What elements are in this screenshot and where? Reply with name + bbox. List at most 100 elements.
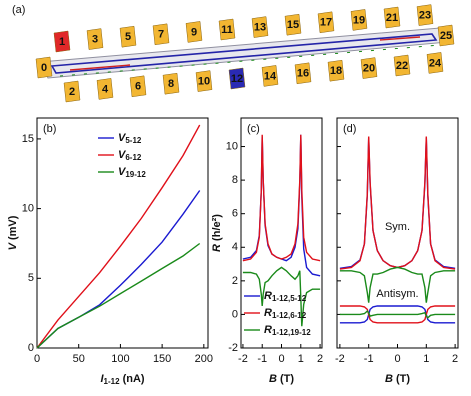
arrow (379, 36, 421, 41)
contact-label: 5 (125, 31, 131, 43)
y-tick-label: 0 (28, 342, 34, 354)
contact-label: 4 (102, 83, 109, 95)
symbol: B (385, 373, 393, 385)
contact: 24 (426, 52, 444, 74)
symbol: I (100, 373, 104, 385)
y-tick-label: -2 (228, 342, 238, 354)
contact-pad (86, 28, 104, 50)
line-series (339, 136, 456, 270)
unit: (T) (393, 373, 410, 385)
contact-pad (119, 25, 137, 48)
contact-pad (185, 21, 203, 43)
contact-pad (350, 9, 368, 31)
symbol: R (211, 244, 223, 252)
line-series (339, 305, 456, 324)
line-series (339, 266, 456, 303)
x-tick-label: 0 (278, 353, 284, 365)
arrow (69, 64, 131, 71)
x-axis-label: B (T) (269, 373, 294, 385)
contact: 1 (53, 30, 71, 53)
line-series (339, 138, 456, 269)
contact: 9 (185, 21, 203, 43)
x-tick-label: -2 (335, 353, 345, 365)
contact-pad (317, 11, 335, 34)
line-series (36, 124, 201, 349)
y-tick-label: 8 (232, 174, 238, 186)
contact: 2 (63, 80, 81, 103)
y-tick-label: 2 (232, 275, 238, 287)
contact-label: 11 (221, 24, 233, 36)
contact-pad (327, 59, 345, 82)
legend-label: R1-12,6-12 (264, 307, 307, 320)
contact-label: 24 (429, 57, 442, 69)
x-tick-label: 0 (394, 353, 400, 365)
symbol: V (118, 166, 127, 178)
contact-pad (294, 62, 312, 85)
contact-label: 1 (59, 36, 65, 48)
contact: 15 (284, 13, 302, 36)
x-axis-label: B (T) (385, 373, 410, 385)
contact-label: 25 (440, 30, 452, 42)
x-tick-label: -2 (238, 353, 248, 365)
contact: 16 (294, 62, 312, 85)
subscript: 5-12 (125, 136, 142, 145)
contact-label: 22 (396, 60, 408, 72)
contact-pad (195, 70, 213, 92)
line-series (242, 266, 321, 327)
contact-pad (129, 75, 147, 98)
legend-label: R1-12,5-12 (264, 290, 307, 303)
contact-label: 21 (386, 12, 398, 24)
contact: 23 (416, 4, 434, 26)
contact: 10 (195, 70, 213, 92)
contact: 22 (393, 54, 411, 77)
x-tick-label: 2 (452, 353, 458, 365)
contact-label: 12 (231, 73, 243, 85)
contact: 11 (218, 18, 236, 41)
line-series (36, 190, 201, 349)
subscript: 1-12,5-12 (272, 294, 307, 303)
contact-pad (63, 80, 81, 103)
y-tick-label: 5 (28, 272, 34, 284)
contact: 3 (86, 28, 104, 50)
contact-pad (383, 6, 401, 29)
current-path (50, 33, 438, 74)
contact-pad (416, 4, 434, 26)
x-tick-label: 50 (73, 353, 85, 365)
contact: 12 (228, 67, 246, 90)
y-tick-label: 10 (226, 140, 238, 152)
x-tick-label: 150 (153, 353, 171, 365)
contact-label: 14 (264, 70, 277, 82)
contact-pad (218, 18, 236, 41)
x-tick-label: 200 (195, 353, 213, 365)
contact-pad (228, 67, 246, 90)
contact-label: 2 (69, 86, 75, 98)
legend-label: R1-12,19-12 (264, 324, 311, 337)
x-tick-label: 0 (34, 353, 40, 365)
contact-label: 10 (198, 76, 210, 88)
contact: 20 (360, 57, 378, 79)
panel-label: (b) (43, 123, 56, 135)
y-axis-label: V (mV) (7, 215, 19, 250)
unit: (T) (277, 373, 294, 385)
subscript: 19-12 (125, 170, 146, 179)
legend-label: V5-12 (118, 132, 142, 145)
contact: 7 (152, 23, 170, 46)
contact: 21 (383, 6, 401, 29)
contact-label: 6 (135, 81, 141, 93)
contact-pad (284, 13, 302, 36)
contact-label: 15 (287, 19, 299, 31)
contact: 0 (35, 56, 53, 79)
x-axis-label: I1-12 (nA) (100, 373, 144, 386)
symbol: B (269, 373, 277, 385)
plot-frame (36, 117, 209, 349)
x-tick-label: 1 (298, 353, 304, 365)
unit: (h/e²) (211, 214, 223, 244)
contact: 14 (261, 65, 279, 87)
x-tick-label: -1 (364, 353, 374, 365)
line-series (339, 310, 456, 319)
contact-pad (426, 52, 444, 74)
line-series (339, 305, 456, 324)
contact-label: 8 (168, 78, 174, 90)
contact-label: 20 (363, 63, 375, 75)
contact-pad (437, 24, 455, 47)
